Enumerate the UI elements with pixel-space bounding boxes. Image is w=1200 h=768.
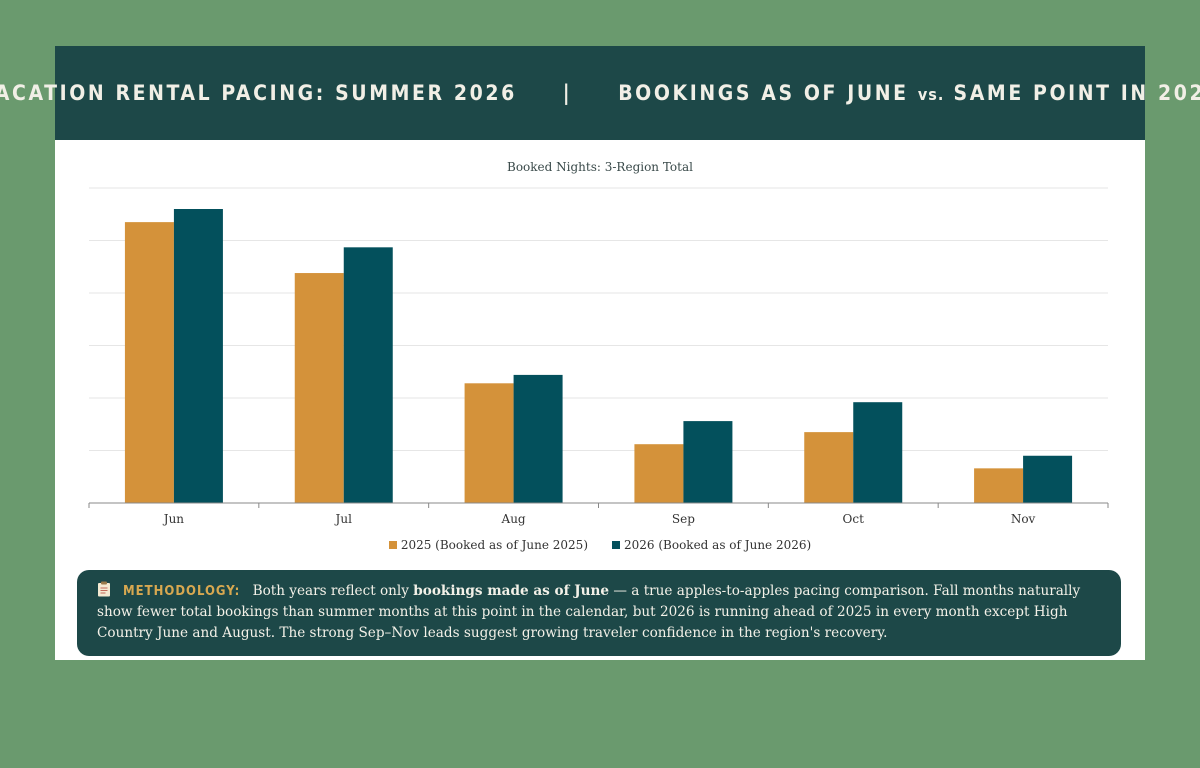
- x-tick-label: Sep: [672, 512, 695, 526]
- bar-2026-aug: [513, 374, 563, 503]
- chart-title: Booked Nights: 3-Region Total: [507, 160, 693, 174]
- bar-2025-sep: [634, 444, 684, 503]
- x-tick-label: Nov: [1011, 512, 1036, 526]
- bar-chart: Jun Jul Aug Sep Oct Nov: [88, 187, 1109, 526]
- page-title: VACATION RENTAL PACING: SUMMER 2026 | BO…: [0, 81, 1200, 105]
- bar-2026-nov: [1023, 455, 1073, 503]
- bar-2025-oct: [804, 432, 854, 503]
- x-tick-label: Oct: [843, 512, 865, 526]
- bar-2026-sep: [683, 421, 733, 503]
- clipboard-icon: [98, 581, 110, 597]
- methodology-text-after: — a true apples-to-apples pacing compari…: [97, 583, 1081, 641]
- methodology-text-before: Both years reflect only: [252, 583, 409, 599]
- x-tick-label: Jun: [162, 512, 185, 526]
- legend-swatch-2026: [612, 541, 620, 549]
- title-separator: |: [562, 81, 573, 105]
- bar-2025-nov: [974, 468, 1024, 503]
- bar-2026-jun: [173, 209, 223, 503]
- methodology-text-bold: bookings made as of June: [413, 583, 610, 599]
- bar-2026-jul: [343, 247, 393, 503]
- title-vs: vs.: [917, 85, 945, 104]
- header-banner: VACATION RENTAL PACING: SUMMER 2026 | BO…: [0, 46, 1200, 140]
- methodology-note: METHODOLOGY: Both years reflect only boo…: [77, 570, 1121, 656]
- methodology-label: METHODOLOGY:: [123, 584, 241, 599]
- chart-legend: 2025 (Booked as of June 2025) 2026 (Book…: [55, 538, 1145, 552]
- bar-2025-aug: [464, 383, 514, 503]
- x-tick-label: Aug: [501, 512, 526, 526]
- title-right-a: BOOKINGS AS OF JUNE: [618, 81, 909, 105]
- legend-label-2026: 2026 (Booked as of June 2026): [624, 538, 812, 552]
- chart-card: VACATION RENTAL PACING: SUMMER 2026 | BO…: [0, 46, 1200, 660]
- legend-label-2025: 2025 (Booked as of June 2025): [400, 538, 588, 552]
- bar-2025-jun: [124, 222, 174, 503]
- title-left: VACATION RENTAL PACING: SUMMER 2026: [0, 81, 517, 105]
- legend-item-2026: 2026 (Booked as of June 2026): [612, 538, 811, 552]
- legend-item-2025: 2025 (Booked as of June 2025): [388, 538, 588, 552]
- legend-swatch-2025: [388, 541, 397, 549]
- title-right-b: SAME POINT IN 2025: [953, 81, 1200, 105]
- bar-2025-jul: [294, 273, 344, 503]
- bar-2026-oct: [853, 402, 903, 503]
- x-tick-label: Jul: [334, 512, 353, 526]
